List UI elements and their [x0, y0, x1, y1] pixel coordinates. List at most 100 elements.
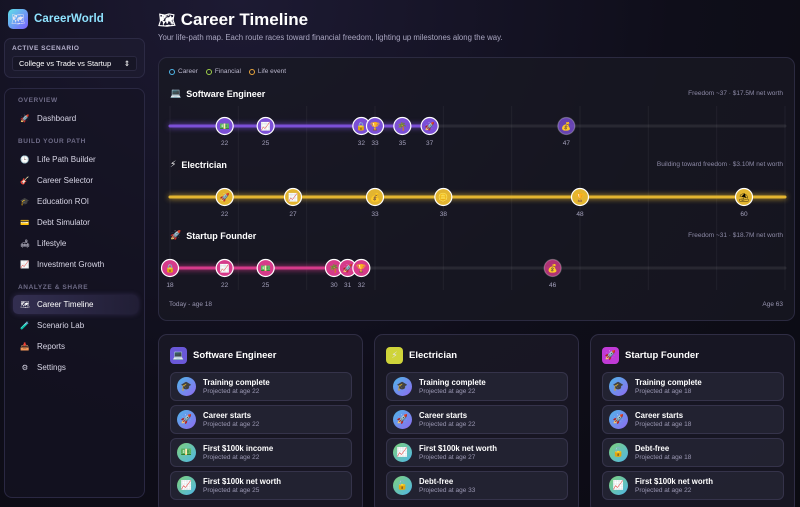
moneybag-icon: 💰	[561, 121, 571, 131]
milestone-dot	[256, 116, 275, 136]
sidebar-item-career-selector[interactable]: 🎸 Career Selector	[13, 171, 138, 190]
milestone-title: Training complete	[203, 378, 270, 387]
milestone-marker[interactable]: 🔒 32	[352, 116, 371, 148]
career-card-startup-founder: 🚀 Startup Founder 🎓 Training complete Pr…	[590, 334, 795, 507]
sidebar-item-dashboard[interactable]: 🚀 Dashboard	[13, 109, 138, 128]
legend-dot	[169, 68, 175, 75]
gear-icon: ⚙	[21, 363, 29, 372]
graduation-cap-icon: 🎓	[393, 377, 412, 396]
sidebar-item-debt-simulator[interactable]: 💳 Debt Simulator	[13, 213, 138, 232]
milestone-marker[interactable]: 🌴 35	[393, 116, 412, 148]
nav-panel: OVERVIEW 🚀 Dashboard BUILD YOUR PATH 🕒 L…	[4, 88, 145, 498]
milestone-marker[interactable]: 🏆 33	[365, 116, 385, 148]
card-title: Software Engineer	[193, 350, 277, 361]
legend-label: Career	[178, 68, 198, 75]
credit-card-icon: 💳	[20, 218, 30, 227]
moneybag-icon: 💰	[370, 192, 380, 202]
graduation-cap-icon: 🎓	[609, 377, 628, 396]
milestone-marker[interactable]: 💰 47	[557, 116, 576, 148]
lightning-icon: ⚡	[170, 159, 177, 169]
milestone-item[interactable]: 🎓 Training complete Projected at age 22	[386, 372, 568, 401]
milestone-sub: Projected at age 22	[419, 388, 476, 395]
milestone-item[interactable]: 💵 First $100k income Projected at age 22	[170, 438, 352, 467]
milestone-marker[interactable]: 💵 22	[215, 116, 234, 148]
card-title: Electrician	[409, 350, 458, 361]
chart-up-icon: 📈	[261, 121, 271, 131]
milestone-marker[interactable]: 💵 25	[256, 258, 275, 290]
trophy-icon: 🏆	[575, 192, 585, 202]
scenario-select[interactable]: College vs Trade vs Startup ⇕	[12, 56, 137, 71]
milestone-item[interactable]: 📈 First $100k net worth Projected at age…	[386, 438, 568, 467]
laptop-icon: 💻	[170, 88, 182, 98]
brand[interactable]: 🗺 CareerWorld	[8, 9, 104, 29]
milestone-title: First $100k net worth	[419, 444, 497, 453]
rocket-icon: 🚀	[177, 410, 196, 429]
milestone-marker[interactable]: 📈 22	[215, 258, 234, 290]
milestone-marker[interactable]: 🚀 37	[420, 116, 439, 148]
milestone-marker[interactable]: 🚀 31	[338, 258, 357, 290]
card-header: 💻 Software Engineer	[170, 347, 276, 364]
lock-icon: 🔒	[356, 122, 366, 131]
rocket-icon: 🚀	[393, 410, 412, 429]
milestone-age-label: 22	[221, 282, 229, 289]
milestone-marker[interactable]: 🏆 48	[570, 187, 590, 219]
legend-dot	[205, 68, 212, 75]
milestone-dot	[543, 258, 562, 278]
milestone-item[interactable]: 🚀 Career starts Projected at age 22	[170, 405, 352, 434]
milestone-marker[interactable]: 💰 46	[543, 258, 562, 290]
unlock-icon: 🔓	[393, 476, 412, 495]
sidebar-item-lifestyle[interactable]: 🛋 Lifestyle	[13, 234, 138, 253]
milestone-marker[interactable]: ⛱ 60	[734, 187, 754, 219]
milestone-age-label: 25	[262, 282, 270, 289]
sidebar-item-reports[interactable]: 📥 Reports	[13, 337, 138, 356]
sidebar-item-settings[interactable]: ⚙ Settings	[13, 358, 138, 377]
timeline-chart: 💵 22 📈 25 🔒 32 🏆 33 🌴 35 🚀 37 💰 47 🚀 22 📈 27 💰 33 🪙 38 🏆 48 ⛱ 60 🔒…	[160, 106, 787, 290]
milestone-title: Training complete	[419, 378, 486, 387]
card-header: 🚀 Startup Founder	[602, 347, 699, 364]
milestone-item[interactable]: 🎓 Training complete Projected at age 18	[602, 372, 784, 401]
sidebar-item-label: Life Path Builder	[37, 155, 96, 164]
inbox-icon: 📥	[20, 342, 30, 351]
milestone-age-label: 32	[358, 140, 366, 147]
milestone-item[interactable]: 🎓 Training complete Projected at age 22	[170, 372, 352, 401]
milestone-age-label: 27	[289, 211, 297, 218]
milestone-marker[interactable]: 🚀 22	[215, 187, 234, 219]
sidebar-item-investment-growth[interactable]: 📈 Investment Growth	[13, 255, 138, 274]
sidebar-item-life-path-builder[interactable]: 🕒 Life Path Builder	[13, 150, 138, 169]
milestone-marker[interactable]: 📈 25	[256, 116, 275, 148]
track-status: Freedom ~37 · $17.5M net worth	[688, 90, 783, 97]
sidebar-item-education-roi[interactable]: 🎓 Education ROI	[13, 192, 138, 211]
timeline-start-label: Today - age 18	[169, 301, 213, 308]
milestone-dot	[393, 116, 412, 136]
milestone-item[interactable]: 🔓 Debt-free Projected at age 18	[602, 438, 784, 467]
milestone-title: Debt-free	[635, 444, 670, 453]
milestone-item[interactable]: 🚀 Career starts Projected at age 22	[386, 405, 568, 434]
chart-up-icon: 📈	[220, 263, 230, 273]
rocket-icon: 🚀	[609, 410, 628, 429]
milestone-item[interactable]: 📈 First $100k net worth Projected at age…	[170, 471, 352, 500]
milestone-item[interactable]: 📈 First $100k net worth Projected at age…	[602, 471, 784, 500]
milestone-dot	[283, 187, 303, 207]
milestone-marker[interactable]: 💰 33	[365, 187, 385, 219]
sidebar-item-label: Career Selector	[37, 176, 94, 185]
milestone-sub: Projected at age 22	[419, 421, 476, 428]
money-icon: 💵	[177, 443, 196, 462]
milestone-marker[interactable]: 🏆 32	[352, 258, 371, 290]
sidebar-item-career-timeline[interactable]: 🗺 Career Timeline	[13, 295, 138, 314]
money-icon: 💵	[220, 122, 230, 131]
milestone-marker[interactable]: 📈 27	[283, 187, 303, 219]
tree-icon: 🌴	[329, 263, 339, 273]
sidebar-item-scenario-lab[interactable]: 🧪 Scenario Lab	[13, 316, 138, 335]
milestone-item[interactable]: 🚀 Career starts Projected at age 18	[602, 405, 784, 434]
milestone-item[interactable]: 🔓 Debt-free Projected at age 33	[386, 471, 568, 500]
sidebar-item-label: Lifestyle	[37, 239, 67, 248]
nav-section-build: BUILD YOUR PATH	[18, 138, 86, 145]
milestone-marker[interactable]: 🪙 38	[434, 187, 453, 219]
rocket-icon: 🚀	[425, 121, 435, 131]
milestone-age-label: 33	[371, 211, 379, 218]
milestone-age-label: 37	[426, 140, 434, 147]
milestone-dot	[734, 187, 754, 207]
milestone-dot	[215, 187, 234, 207]
map-icon: 🗺	[158, 11, 176, 28]
milestone-marker[interactable]: 🔒 18	[160, 258, 180, 290]
